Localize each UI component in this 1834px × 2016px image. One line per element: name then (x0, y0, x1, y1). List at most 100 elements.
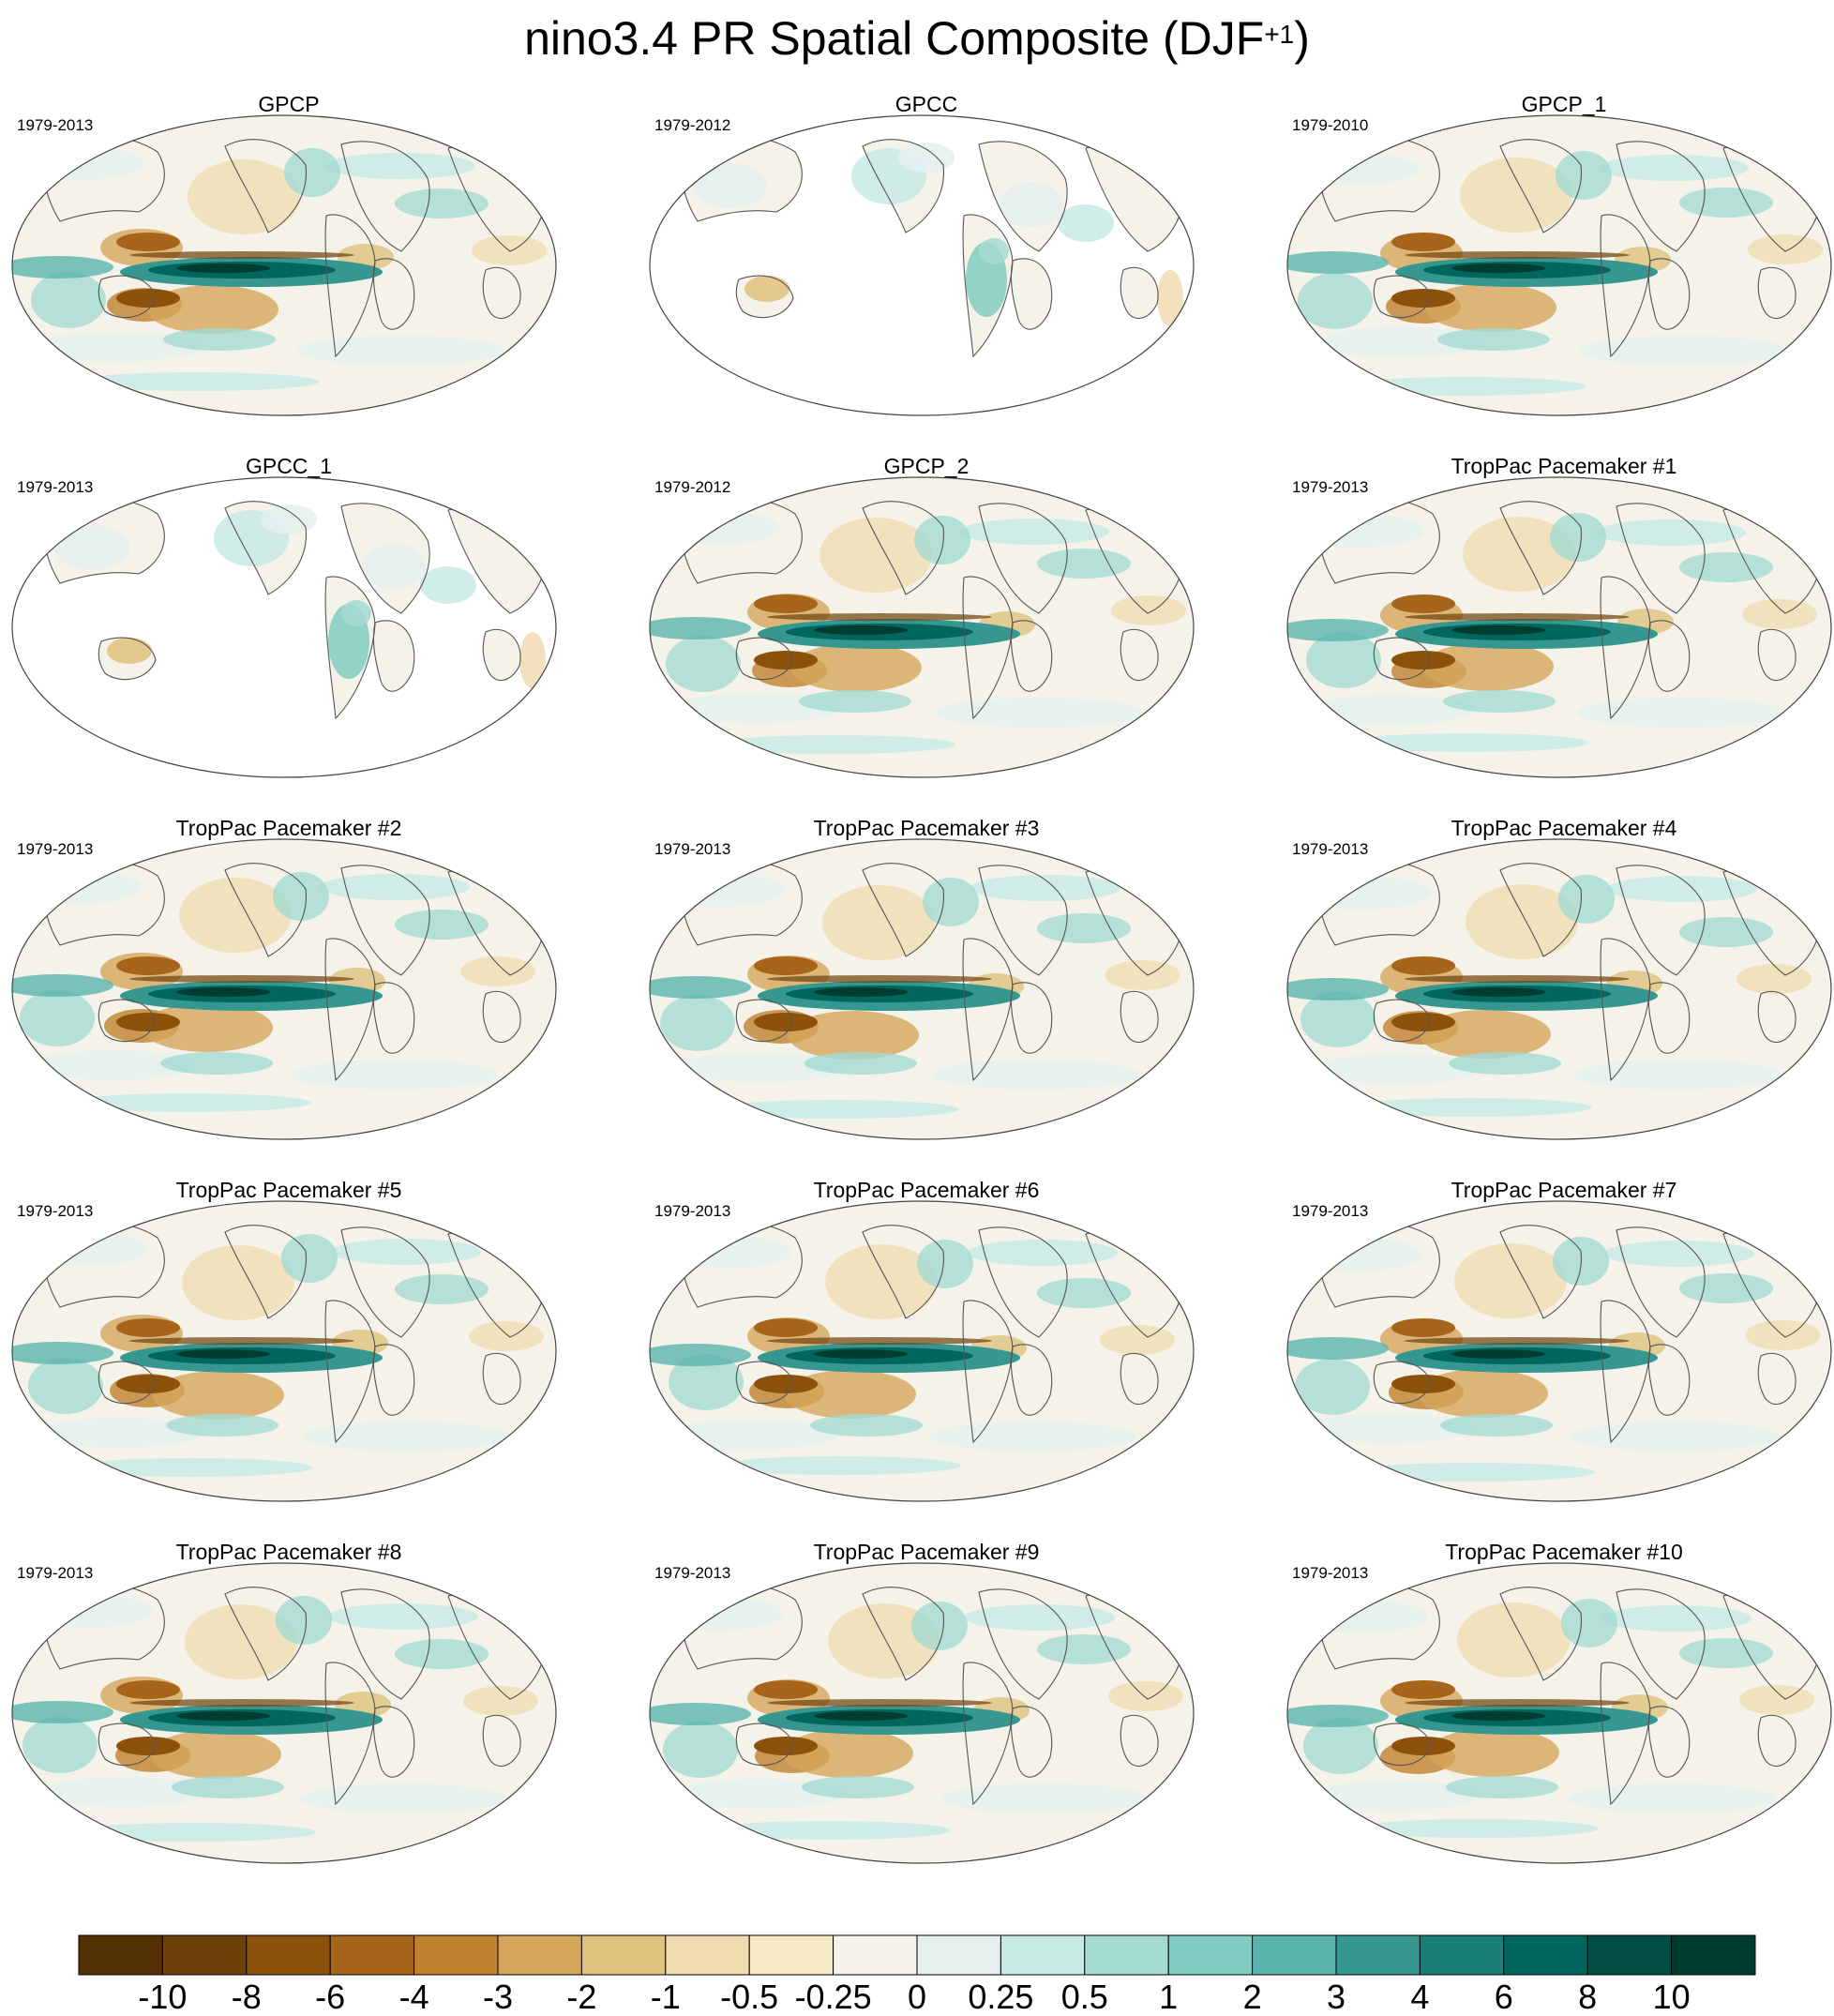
colorbar-swatch (665, 1934, 750, 1976)
colorbar-swatch (413, 1934, 499, 1976)
colorbar-swatch (580, 1934, 667, 1976)
panel-period: 1979-2010 (1292, 116, 1369, 134)
colorbar-swatch (1000, 1934, 1086, 1976)
panel-period: 1979-2012 (654, 116, 731, 134)
world-map (649, 476, 1195, 778)
colorbar-swatch (329, 1934, 415, 1976)
map-panel: GPCC_1 1979-2013 (8, 454, 570, 812)
colorbar-swatch (1419, 1934, 1505, 1976)
world-map (11, 838, 557, 1140)
world-map (11, 1200, 557, 1502)
world-map (1286, 838, 1832, 1140)
panel-period: 1979-2012 (654, 478, 731, 496)
map-panel: TropPac Pacemaker #1 1979-2013 (1283, 454, 1834, 812)
panel-title: TropPac Pacemaker #10 (1445, 1540, 1683, 1564)
colorbar-tick-label: -6 (315, 1978, 346, 2016)
map-panel: TropPac Pacemaker #3 1979-2013 (645, 816, 1208, 1174)
world-map (649, 838, 1195, 1140)
panel-title: TropPac Pacemaker #7 (1451, 1178, 1677, 1202)
panel-period: 1979-2013 (1292, 1202, 1369, 1220)
colorbar-swatch (1671, 1934, 1756, 1976)
world-map (1286, 114, 1832, 416)
colorbar-tick-label: -0.5 (720, 1978, 779, 2016)
colorbar-tick-label: 6 (1494, 1978, 1513, 2016)
figure-title-text: nino3.4 PR Spatial Composite (DJF (524, 12, 1265, 65)
map-panel: TropPac Pacemaker #10 1979-2013 (1283, 1540, 1834, 1898)
panel-period: 1979-2013 (17, 840, 94, 858)
world-map (649, 1562, 1195, 1864)
map-panel: TropPac Pacemaker #9 1979-2013 (645, 1540, 1208, 1898)
colorbar-swatch (246, 1934, 331, 1976)
colorbar-tick-label: -1 (650, 1978, 681, 2016)
panel-title: GPCC (894, 92, 958, 116)
colorbar-tick-label: 0.5 (1060, 1978, 1108, 2016)
panel-title: GPCC_1 (245, 454, 333, 478)
colorbar-tick-label: 2 (1242, 1978, 1262, 2016)
map-panel: GPCP 1979-2013 (8, 92, 570, 450)
colorbar-tick-label: 1 (1159, 1978, 1179, 2016)
panel-title: TropPac Pacemaker #8 (175, 1540, 402, 1564)
panel-period: 1979-2013 (1292, 478, 1369, 496)
colorbar-tick-label: 8 (1578, 1978, 1598, 2016)
map-panel: TropPac Pacemaker #6 1979-2013 (645, 1178, 1208, 1536)
colorbar-swatch (1084, 1934, 1169, 1976)
world-map (1286, 1562, 1832, 1864)
colorbar-tick-label: -4 (398, 1978, 429, 2016)
colorbar-swatch (748, 1934, 834, 1976)
panel-title: TropPac Pacemaker #1 (1451, 454, 1677, 478)
colorbar-tick-label: -3 (482, 1978, 514, 2016)
colorbar-tick-label: -8 (231, 1978, 262, 2016)
world-map (11, 476, 557, 778)
panel-period: 1979-2013 (17, 478, 94, 496)
figure-title: nino3.4 PR Spatial Composite (DJF+1) (0, 9, 1834, 68)
colorbar-tick-label: 10 (1652, 1978, 1691, 2016)
colorbar-swatch (1167, 1934, 1254, 1976)
panel-period: 1979-2013 (654, 1564, 731, 1582)
map-panel: GPCC 1979-2012 (645, 92, 1208, 450)
figure-title-superscript: +1 (1264, 20, 1295, 49)
colorbar-tick-label: 0 (907, 1978, 927, 2016)
panel-period: 1979-2013 (1292, 840, 1369, 858)
panel-period: 1979-2013 (654, 1202, 731, 1220)
colorbar (78, 1934, 1756, 1976)
panel-period: 1979-2013 (654, 840, 731, 858)
colorbar-swatch (1586, 1934, 1673, 1976)
colorbar-tick-label: 0.25 (968, 1978, 1034, 2016)
colorbar-swatch (916, 1934, 1001, 1976)
colorbar-swatch (161, 1934, 248, 1976)
map-panel: TropPac Pacemaker #2 1979-2013 (8, 816, 570, 1174)
map-panel: GPCP_1 1979-2010 (1283, 92, 1834, 450)
colorbar-tick-label: -0.25 (794, 1978, 872, 2016)
map-panel: TropPac Pacemaker #5 1979-2013 (8, 1178, 570, 1536)
map-panel: TropPac Pacemaker #4 1979-2013 (1283, 816, 1834, 1174)
colorbar-swatch (1335, 1934, 1421, 1976)
colorbar-swatch (1252, 1934, 1337, 1976)
colorbar-swatch (833, 1934, 918, 1976)
panel-title: TropPac Pacemaker #2 (175, 816, 402, 840)
colorbar-swatch (497, 1934, 582, 1976)
panel-title: TropPac Pacemaker #3 (813, 816, 1040, 840)
panel-period: 1979-2013 (1292, 1564, 1369, 1582)
colorbar-tick-label: 3 (1326, 1978, 1346, 2016)
map-panel: TropPac Pacemaker #7 1979-2013 (1283, 1178, 1834, 1536)
colorbar-tick-label: -10 (138, 1978, 188, 2016)
map-panel: GPCP_2 1979-2012 (645, 454, 1208, 812)
colorbar-swatch (1503, 1934, 1588, 1976)
world-map (11, 114, 557, 416)
panel-title: TropPac Pacemaker #4 (1451, 816, 1677, 840)
panel-title: TropPac Pacemaker #5 (175, 1178, 402, 1202)
colorbar-tick-label: -2 (566, 1978, 597, 2016)
map-panel: TropPac Pacemaker #8 1979-2013 (8, 1540, 570, 1898)
panel-period: 1979-2013 (17, 1202, 94, 1220)
colorbar-tick-label: 4 (1410, 1978, 1430, 2016)
world-map (1286, 476, 1832, 778)
panel-title: GPCP_1 (1521, 92, 1607, 116)
world-map (649, 114, 1195, 416)
figure-title-suffix: ) (1294, 12, 1310, 65)
panel-period: 1979-2013 (17, 116, 94, 134)
world-map (11, 1562, 557, 1864)
panel-title: GPCP_2 (883, 454, 970, 478)
world-map (649, 1200, 1195, 1502)
panel-period: 1979-2013 (17, 1564, 94, 1582)
panel-title: TropPac Pacemaker #9 (813, 1540, 1040, 1564)
